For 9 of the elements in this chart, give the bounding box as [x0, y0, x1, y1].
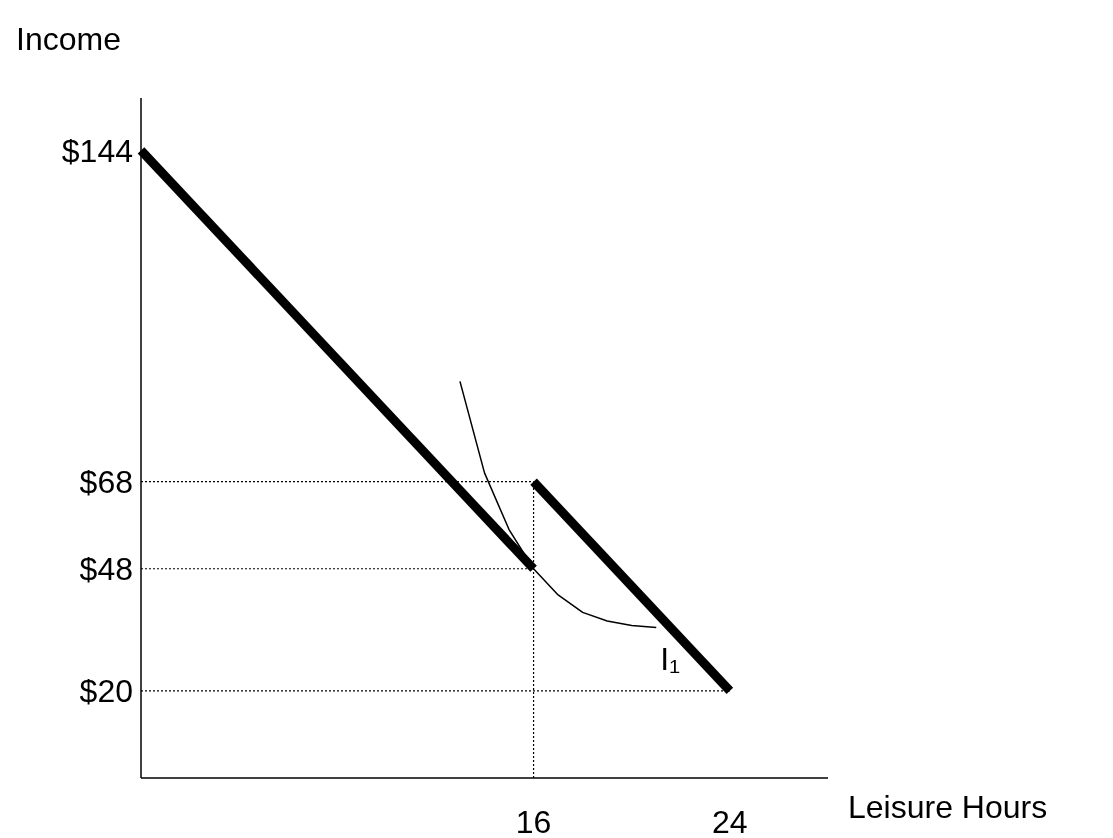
y-tick-label: $144: [61, 132, 133, 169]
x-tick-label: 16: [515, 804, 552, 838]
y-tick-label: $68: [79, 463, 133, 500]
y-axis-title: Income: [16, 21, 121, 57]
x-tick-label: 24: [712, 804, 748, 838]
series-label: I₁: [660, 640, 680, 677]
x-axis-title: Leisure Hours: [848, 789, 1048, 825]
y-tick-label: $48: [79, 550, 133, 587]
y-tick-label: $20: [79, 673, 133, 710]
